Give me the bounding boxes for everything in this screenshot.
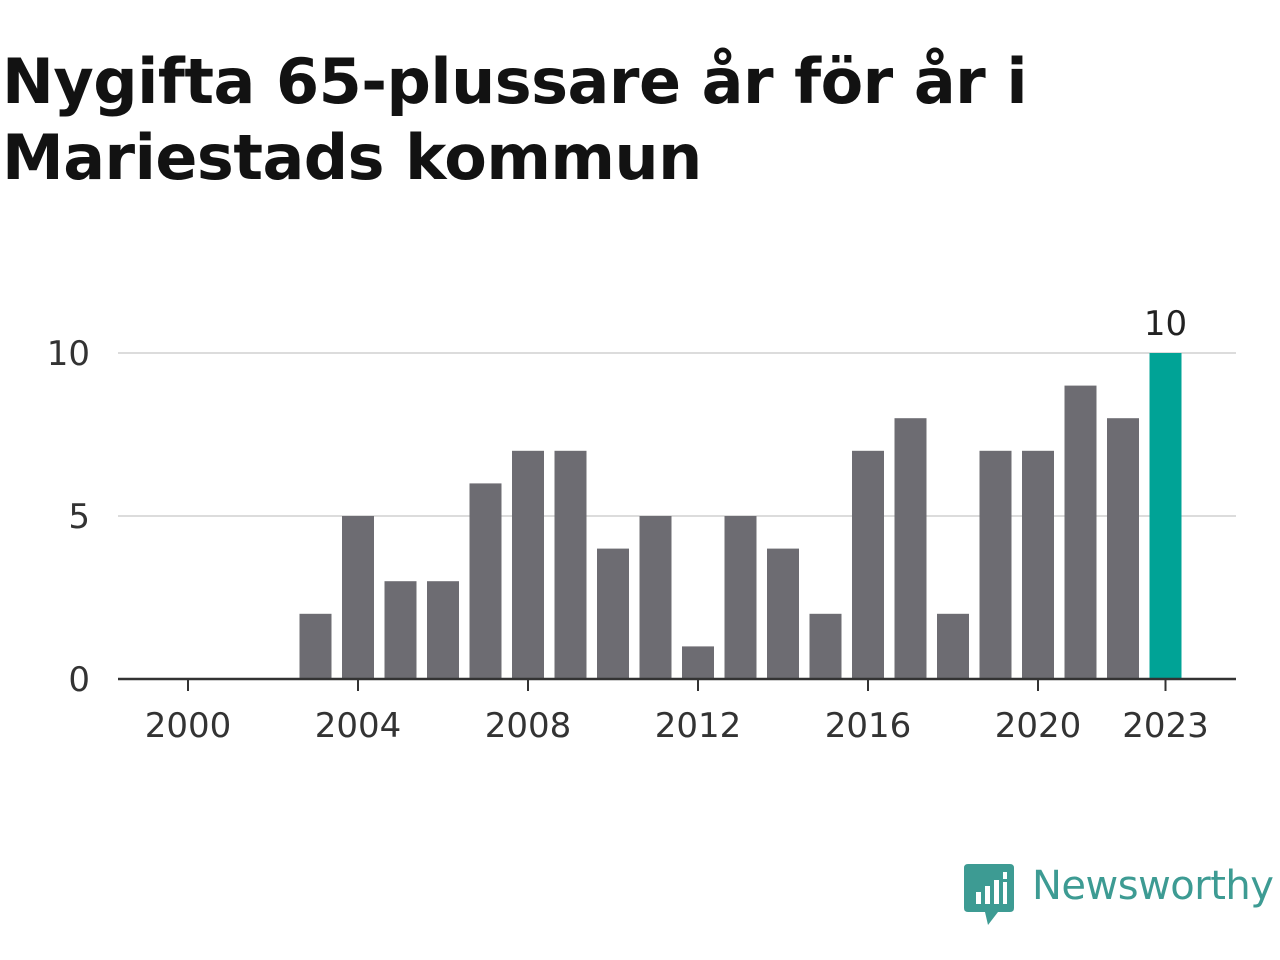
bar-2019 [979,450,1012,679]
x-axis-tick-labels: 2000 2004 2008 2012 2016 2020 2023 [145,706,1209,746]
bar-2018 [937,613,969,679]
bar-2021 [1064,385,1097,679]
data-labels: 10 [1144,304,1187,344]
y-tick-label: 0 [68,660,90,700]
bar-2015 [809,613,842,679]
bar-2005 [384,581,417,679]
x-tick-label: 2016 [825,706,912,746]
y-axis-tick-labels: 0 5 10 [47,334,90,700]
bar-2004 [342,516,374,679]
bar-2023 [1149,353,1182,679]
y-tick-label: 5 [68,497,90,537]
brand-name: Newsworthy [1032,863,1274,909]
bar-2014 [767,548,799,679]
chart-title: Nygifta 65-plussare år för år i Mariesta… [2,45,1028,194]
bar-2010 [597,548,629,679]
x-tick-label: 2008 [485,706,572,746]
x-tick-label: 2023 [1122,706,1209,746]
newsworthy-logo: Newsworthy [964,863,1274,926]
x-tick-label: 2020 [995,706,1082,746]
bar-2017 [894,418,927,679]
bar-2003 [299,613,332,679]
bar-2016 [852,450,884,679]
x-tick-label: 2012 [655,706,742,746]
bar-chart: 0 5 10 2000 2004 2008 2012 2016 2020 2023 10 [47,304,1236,746]
bar-2020 [1022,450,1054,679]
bar-2022 [1107,418,1139,679]
y-tick-label: 10 [47,334,90,374]
bar-2012 [682,646,714,679]
bar-2008 [512,450,544,679]
bars [299,353,1182,679]
bar-2006 [427,581,459,679]
bar-2007 [469,483,502,679]
data-label: 10 [1144,304,1187,344]
bar-2013 [724,516,757,679]
bar-2009 [554,450,587,679]
x-tick-label: 2000 [145,706,232,746]
bar-2011 [639,516,672,679]
x-axis [118,677,1236,691]
chart-speech-bubble-icon [964,864,1014,925]
x-tick-label: 2004 [315,706,402,746]
